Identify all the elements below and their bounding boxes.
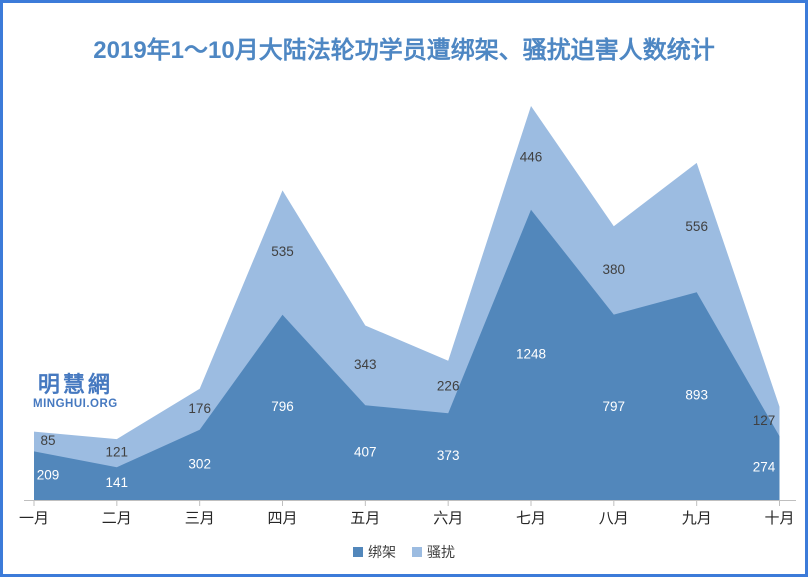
month-label: 四月 bbox=[267, 510, 297, 527]
data-label-abduction: 302 bbox=[188, 456, 211, 471]
legend-label: 骚扰 bbox=[427, 544, 455, 560]
data-label-abduction: 209 bbox=[37, 467, 60, 482]
data-label-abduction: 274 bbox=[753, 460, 776, 475]
month-label: 十月 bbox=[764, 510, 794, 527]
month-label: 五月 bbox=[350, 510, 380, 527]
series-abduction-area bbox=[34, 209, 780, 500]
data-label-harassment: 226 bbox=[437, 379, 460, 394]
month-label: 七月 bbox=[516, 510, 546, 527]
legend-swatch-icon bbox=[353, 547, 363, 557]
data-label-abduction: 796 bbox=[271, 399, 294, 414]
chart-title: 2019年1～10月大陆法轮功学员遭绑架、骚扰迫害人数统计 bbox=[93, 37, 715, 64]
watermark-minghui-url: MINGHUI.ORG bbox=[33, 398, 118, 410]
month-label: 三月 bbox=[185, 510, 215, 527]
data-label-harassment: 535 bbox=[271, 244, 294, 259]
data-label-abduction: 407 bbox=[354, 444, 377, 459]
month-label: 一月 bbox=[19, 510, 49, 527]
data-label-harassment: 85 bbox=[40, 433, 55, 448]
data-label-harassment: 446 bbox=[520, 149, 543, 164]
data-label-harassment: 343 bbox=[354, 357, 377, 372]
data-label-abduction: 373 bbox=[437, 448, 460, 463]
data-label-harassment: 176 bbox=[188, 401, 211, 416]
stacked-area-chart: 一月 二月 三月 四月 五月 六月 七月 八月 九月 十月 209 85 141 121 302 176 796… bbox=[19, 106, 796, 527]
data-label-harassment: 380 bbox=[603, 262, 626, 277]
legend-item-harassment: 骚扰 bbox=[412, 542, 455, 562]
data-label-harassment: 127 bbox=[753, 413, 776, 428]
data-label-abduction: 141 bbox=[106, 475, 129, 490]
month-label: 二月 bbox=[102, 510, 132, 527]
month-label: 六月 bbox=[433, 510, 463, 527]
chart-legend: 绑架 骚扰 bbox=[3, 542, 805, 562]
legend-swatch-icon bbox=[412, 547, 422, 557]
watermark-minghui-cjk: 明慧網 bbox=[37, 372, 113, 397]
data-label-harassment: 121 bbox=[106, 445, 129, 460]
data-label-abduction: 1248 bbox=[516, 346, 546, 361]
legend-label: 绑架 bbox=[368, 544, 396, 560]
month-label: 八月 bbox=[599, 510, 629, 527]
data-label-abduction: 797 bbox=[603, 399, 626, 414]
month-label: 九月 bbox=[682, 510, 712, 527]
data-label-harassment: 556 bbox=[685, 219, 708, 234]
watermark: 明慧網 MINGHUI.ORG bbox=[33, 374, 118, 411]
data-label-abduction: 893 bbox=[685, 388, 708, 403]
legend-item-abduction: 绑架 bbox=[353, 542, 396, 562]
